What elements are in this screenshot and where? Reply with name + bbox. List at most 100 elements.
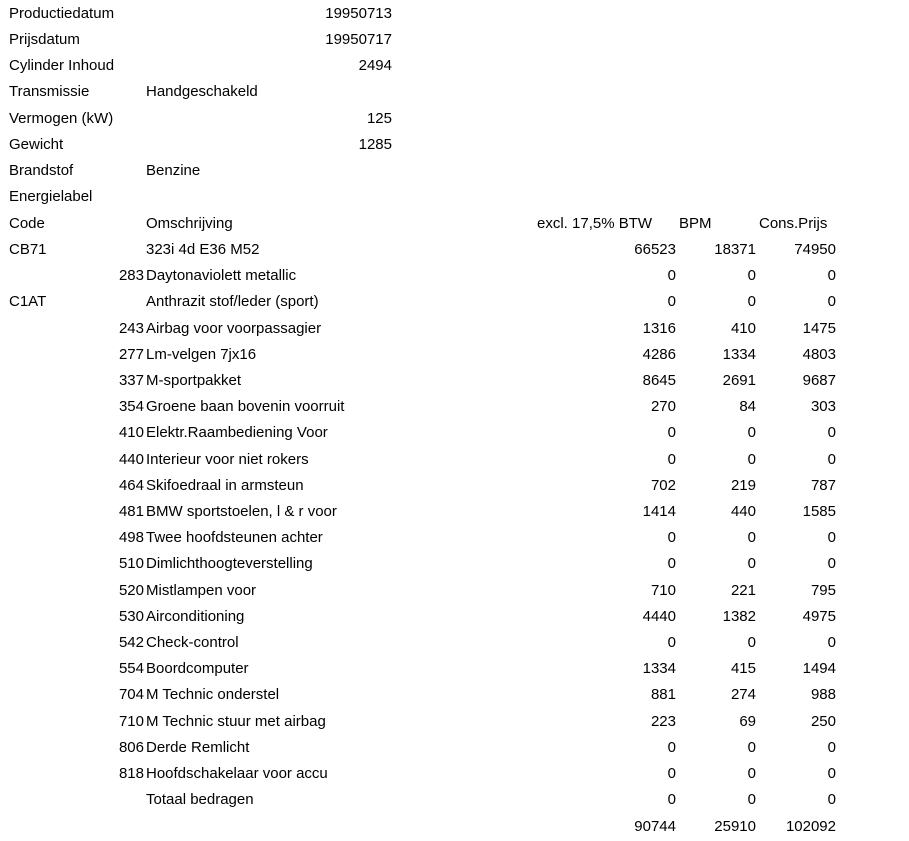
spec-label[interactable]: Prijsdatum [9,31,80,48]
header-description[interactable]: Omschrijving [146,215,233,232]
price-excl-btw[interactable]: 881 [650,686,676,703]
consumer-price[interactable]: 0 [827,765,836,782]
spec-value[interactable] [146,184,506,210]
option-number[interactable]: 464 [118,477,144,494]
bpm-amount[interactable]: 274 [730,686,756,703]
bpm-amount[interactable]: 410 [730,320,756,337]
option-number[interactable]: 530 [118,608,144,625]
header-code[interactable]: Code [9,215,45,232]
option-number[interactable] [100,289,144,315]
price-excl-btw[interactable]: 0 [667,529,676,546]
consumer-price[interactable]: 0 [827,267,836,284]
spec-label[interactable]: Brandstof [9,162,74,179]
spec-label[interactable]: Vermogen (kW) [9,110,114,127]
spec-value[interactable]: 1285 [358,136,392,153]
option-number[interactable]: 354 [118,398,144,415]
option-number[interactable]: 283 [118,267,144,284]
item-description[interactable]: Elektr.Raambediening Voor [146,424,328,441]
spec-value[interactable]: 19950713 [325,5,392,22]
option-number[interactable]: 542 [118,634,144,651]
bpm-amount[interactable]: 415 [730,660,756,677]
price-excl-btw[interactable]: 270 [650,398,676,415]
spec-value[interactable]: 19950717 [325,31,392,48]
consumer-price[interactable]: 0 [827,424,836,441]
item-description[interactable]: Daytonaviolett metallic [146,267,297,284]
item-description[interactable]: Twee hoofdsteunen achter [146,529,323,546]
consumer-price[interactable]: 0 [827,451,836,468]
bpm-amount[interactable]: 69 [739,713,756,730]
bpm-amount[interactable]: 18371 [714,241,756,258]
option-number[interactable]: 818 [118,765,144,782]
bpm-amount[interactable]: 0 [747,634,756,651]
item-description[interactable]: M-sportpakket [146,372,242,389]
bpm-amount[interactable]: 0 [747,739,756,756]
consumer-price[interactable]: 74950 [794,241,836,258]
bpm-amount[interactable]: 0 [747,424,756,441]
bpm-amount[interactable]: 1382 [722,608,756,625]
spec-value[interactable]: 125 [366,110,392,127]
total-bpm[interactable]: 25910 [714,818,756,835]
bpm-amount[interactable]: 2691 [722,372,756,389]
consumer-price[interactable]: 1475 [802,320,836,337]
item-description[interactable]: Totaal bedragen [146,791,254,808]
header-cons-price[interactable]: Cons.Prijs [759,215,828,232]
consumer-price[interactable]: 0 [827,529,836,546]
item-description[interactable]: M Technic onderstel [146,686,280,703]
consumer-price[interactable]: 0 [827,555,836,572]
consumer-price[interactable]: 787 [810,477,836,494]
bpm-amount[interactable]: 0 [747,529,756,546]
bpm-amount[interactable]: 0 [747,765,756,782]
consumer-price[interactable]: 1585 [802,503,836,520]
item-description[interactable]: Boordcomputer [146,660,249,677]
item-description[interactable]: Interieur voor niet rokers [146,451,309,468]
spec-label[interactable]: Gewicht [9,136,64,153]
total-cons[interactable]: 102092 [785,818,836,835]
price-excl-btw[interactable]: 0 [667,739,676,756]
spec-label[interactable]: Energielabel [9,188,93,205]
consumer-price[interactable]: 4975 [802,608,836,625]
item-description[interactable]: M Technic stuur met airbag [146,713,326,730]
bpm-amount[interactable]: 0 [747,451,756,468]
item-code[interactable]: CB71 [9,241,47,258]
bpm-amount[interactable]: 1334 [722,346,756,363]
price-excl-btw[interactable]: 0 [667,293,676,310]
price-excl-btw[interactable]: 1334 [642,660,676,677]
item-description[interactable]: Airconditioning [146,608,245,625]
item-description[interactable]: Hoofdschakelaar voor accu [146,765,328,782]
price-excl-btw[interactable]: 0 [667,267,676,284]
price-excl-btw[interactable]: 710 [650,582,676,599]
consumer-price[interactable]: 0 [827,739,836,756]
bpm-amount[interactable]: 219 [730,477,756,494]
item-code[interactable]: C1AT [9,293,47,310]
item-description[interactable]: Airbag voor voorpassagier [146,320,322,337]
consumer-price[interactable]: 795 [810,582,836,599]
item-description[interactable]: Lm-velgen 7jx16 [146,346,257,363]
bpm-amount[interactable]: 0 [747,267,756,284]
consumer-price[interactable]: 988 [810,686,836,703]
spec-label[interactable]: Productiedatum [9,5,115,22]
total-excl[interactable]: 90744 [634,818,676,835]
option-number[interactable]: 277 [118,346,144,363]
consumer-price[interactable]: 0 [827,293,836,310]
option-number[interactable]: 510 [118,555,144,572]
consumer-price[interactable]: 0 [827,634,836,651]
consumer-price[interactable]: 4803 [802,346,836,363]
price-excl-btw[interactable]: 223 [650,713,676,730]
spec-value[interactable]: Handgeschakeld [146,83,258,100]
option-number[interactable]: 806 [118,739,144,756]
option-number[interactable]: 481 [118,503,144,520]
consumer-price[interactable]: 303 [810,398,836,415]
bpm-amount[interactable]: 0 [747,555,756,572]
spec-label[interactable]: Transmissie [9,83,90,100]
option-number[interactable]: 520 [118,582,144,599]
price-excl-btw[interactable]: 4286 [642,346,676,363]
option-number[interactable]: 710 [118,713,144,730]
price-excl-btw[interactable]: 1414 [642,503,676,520]
bpm-amount[interactable]: 221 [730,582,756,599]
price-excl-btw[interactable]: 0 [667,555,676,572]
item-description[interactable]: Groene baan bovenin voorruit [146,398,345,415]
price-excl-btw[interactable]: 1316 [642,320,676,337]
item-description[interactable]: Skifoedraal in armsteun [146,477,304,494]
item-description[interactable]: Dimlichthoogteverstelling [146,555,313,572]
price-excl-btw[interactable]: 0 [667,424,676,441]
